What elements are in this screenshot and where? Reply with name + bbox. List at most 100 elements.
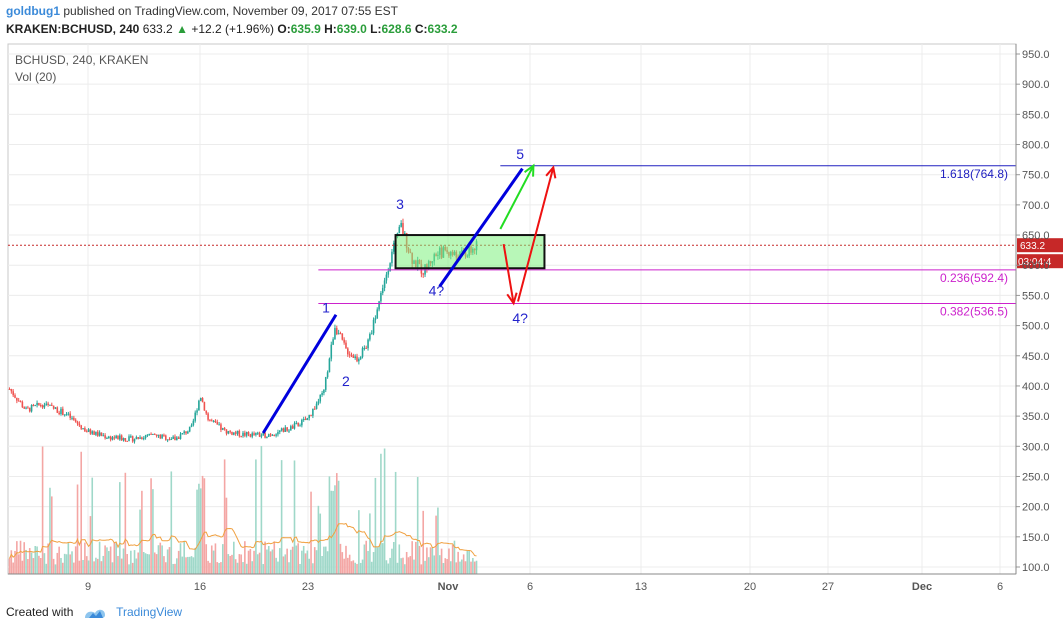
candle-body xyxy=(374,318,377,320)
volume-bar xyxy=(277,561,279,574)
volume-bar xyxy=(209,562,211,574)
volume-bar xyxy=(391,548,393,574)
candle-body xyxy=(38,402,40,406)
candle-body xyxy=(146,434,149,436)
volume-bar xyxy=(168,547,171,574)
chart-pane[interactable] xyxy=(7,43,1017,575)
publish-header: goldbug1 published on TradingView.com, N… xyxy=(6,4,398,18)
candle-body xyxy=(196,410,198,413)
candle-body xyxy=(155,434,158,436)
candle-body xyxy=(286,427,288,431)
low-value: 628.6 xyxy=(381,22,412,36)
volume-bar xyxy=(221,544,224,574)
candle-body xyxy=(74,419,77,422)
candle-body xyxy=(273,434,276,436)
volume-bar xyxy=(385,560,388,574)
volume-bar xyxy=(354,562,356,574)
candle-body xyxy=(117,435,119,440)
y-tick-label: 150.0 xyxy=(1022,532,1050,544)
candle-body xyxy=(370,333,373,335)
candle-body xyxy=(381,287,384,293)
time-axis[interactable]: 9 16 23 Nov 6 13 20 27 Dec 6 xyxy=(8,573,1016,593)
volume-bar xyxy=(146,554,149,574)
candle-body xyxy=(120,435,123,441)
candle-body xyxy=(383,280,386,288)
volume-bar xyxy=(67,542,70,574)
candle-body xyxy=(297,422,299,426)
volume-bar xyxy=(402,557,404,574)
volume-bar xyxy=(214,543,217,574)
candle-body xyxy=(54,407,57,409)
candle-body xyxy=(260,435,263,437)
volume-bar xyxy=(16,541,18,574)
volume-bar xyxy=(137,552,140,574)
volume-bar xyxy=(179,543,182,574)
volume-bar xyxy=(438,555,441,574)
volume-bar xyxy=(131,562,134,574)
candle-body xyxy=(278,430,281,433)
candle-body xyxy=(12,391,14,396)
open-label: O: xyxy=(277,22,291,36)
price-axis[interactable]: 100.0 150.0 200.0 250.0 300.0 350.0 400.0 450.0… xyxy=(1015,44,1050,574)
volume-bar xyxy=(80,451,83,574)
candle-body xyxy=(269,434,272,436)
volume-bar xyxy=(282,556,285,574)
volume-bar xyxy=(275,557,277,574)
price-chart[interactable]: 633.2 03:04:4 1.618(764.8) 0.236(592.4) 0.38… xyxy=(0,40,1064,602)
candle-body xyxy=(380,292,382,302)
volume-bar xyxy=(133,550,136,574)
volume-bar xyxy=(422,510,425,574)
candle-body xyxy=(343,339,345,343)
candle-body xyxy=(367,339,369,349)
price-change: +12.2 (+1.96%) xyxy=(191,22,275,36)
volume-bar xyxy=(435,515,437,574)
volume-bar xyxy=(288,562,290,574)
candle-body xyxy=(139,437,141,439)
candle-body xyxy=(43,405,46,408)
wave-line xyxy=(261,313,338,434)
volume-bar xyxy=(306,550,309,574)
volume-bar xyxy=(194,547,197,574)
candle-body xyxy=(345,342,347,349)
volume-bar xyxy=(442,563,445,574)
volume-bar xyxy=(188,556,191,574)
arrow-shaft xyxy=(517,167,555,302)
volume-bar xyxy=(60,557,62,574)
candle-body xyxy=(194,412,197,421)
volume-bar xyxy=(148,554,151,574)
y-tick-label: 500.0 xyxy=(1022,321,1050,333)
volume-bar xyxy=(181,556,184,574)
y-tick-label: 850.0 xyxy=(1022,109,1050,121)
candle-body xyxy=(106,438,108,440)
volume-bar xyxy=(225,497,228,574)
candle-body xyxy=(192,420,195,426)
candle-body xyxy=(266,436,268,438)
candle-body xyxy=(310,415,312,417)
candle-body xyxy=(174,436,176,441)
volume-bar xyxy=(256,554,259,574)
volume-bar xyxy=(468,550,470,574)
volume-bar xyxy=(374,477,377,574)
volume-bar xyxy=(466,550,469,574)
candle-body xyxy=(387,271,390,275)
tradingview-link[interactable]: TradingView xyxy=(116,605,183,619)
candle-body xyxy=(170,439,173,441)
volume-bar xyxy=(334,485,336,574)
candle-body xyxy=(87,429,90,432)
candle-body xyxy=(332,339,334,345)
volume-bar xyxy=(424,560,426,574)
volume-bar xyxy=(111,562,114,574)
y-tick-label: 800.0 xyxy=(1022,140,1050,152)
x-tick-label: 13 xyxy=(635,581,647,593)
volume-bar xyxy=(440,548,443,574)
volume-bar xyxy=(231,554,233,574)
volume-bar xyxy=(396,562,399,574)
y-tick-label: 350.0 xyxy=(1022,411,1050,423)
candle-body xyxy=(378,301,380,310)
volume-bar xyxy=(420,564,423,574)
candle-body xyxy=(207,413,209,420)
volume-bar xyxy=(19,540,22,574)
candle-body xyxy=(212,420,215,422)
volume-bar xyxy=(411,541,413,574)
author-link[interactable]: goldbug1 xyxy=(6,4,60,18)
